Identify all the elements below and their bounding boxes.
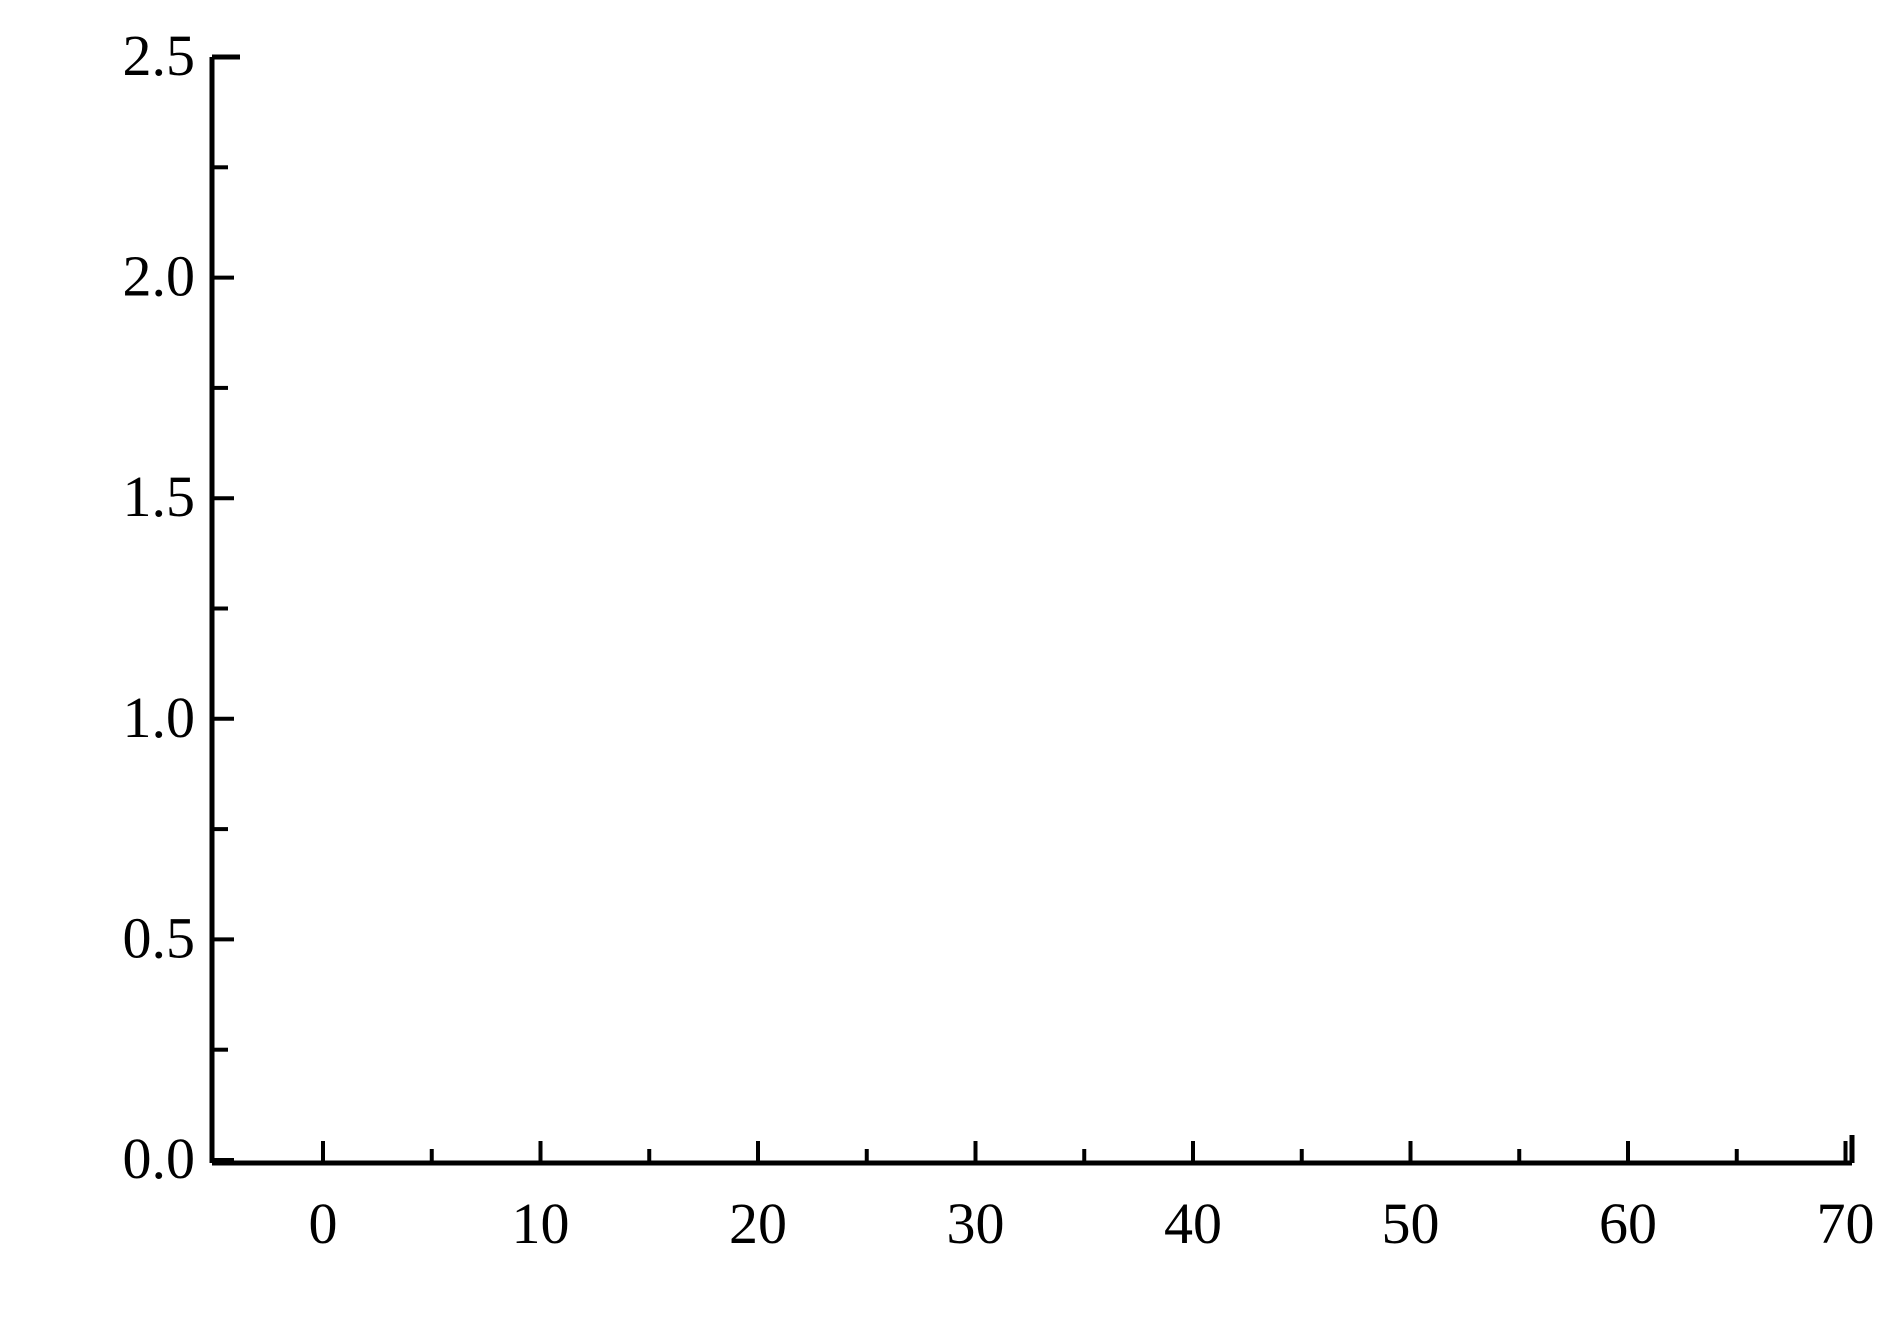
svg-text:0.5: 0.5 [123,905,196,970]
svg-text:0.0: 0.0 [123,1126,196,1191]
svg-text:30: 30 [947,1191,1005,1256]
svg-text:60: 60 [1599,1191,1657,1256]
svg-text:20: 20 [729,1191,787,1256]
svg-text:0: 0 [309,1191,338,1256]
svg-text:1.0: 1.0 [123,685,196,750]
svg-text:40: 40 [1164,1191,1222,1256]
svg-text:10: 10 [512,1191,570,1256]
svg-text:50: 50 [1382,1191,1440,1256]
svg-text:70: 70 [1817,1191,1875,1256]
svg-text:2.0: 2.0 [123,244,196,309]
svg-text:2.5: 2.5 [123,23,196,88]
svg-text:1.5: 1.5 [123,464,196,529]
